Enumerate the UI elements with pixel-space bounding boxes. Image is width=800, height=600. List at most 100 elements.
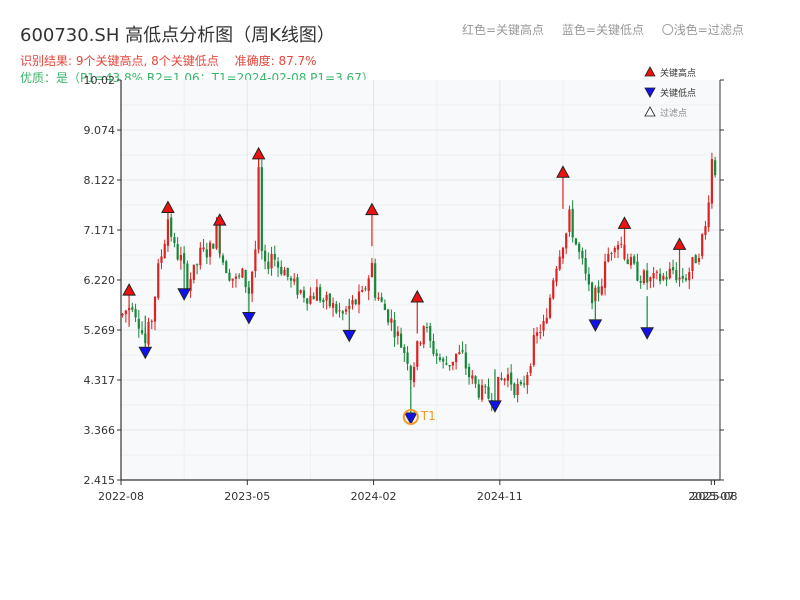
candle-body — [325, 295, 328, 301]
candle-body — [409, 365, 412, 381]
candle-body — [286, 267, 289, 277]
candle-body — [510, 372, 513, 385]
y-tick-label: 7.171 — [84, 224, 116, 237]
candle-body — [701, 234, 704, 257]
candle-body — [205, 249, 208, 258]
key-high-marker — [365, 202, 379, 216]
x-tick-label: 2025-07 — [688, 490, 734, 503]
candle-body — [458, 352, 461, 354]
x-tick-label: 2023-05 — [224, 490, 270, 503]
candle-body — [244, 269, 247, 288]
candle-body — [633, 256, 636, 264]
candle-body — [425, 326, 429, 328]
candle-body — [176, 244, 179, 260]
candle-body — [519, 382, 522, 385]
candle-body — [212, 243, 215, 249]
candle-body — [422, 326, 425, 345]
key-high-marker — [122, 283, 136, 296]
x-tick-label: 2025-08 — [692, 490, 738, 503]
key-low-marker — [640, 327, 654, 340]
candle-body — [574, 238, 578, 245]
legend-marker — [644, 87, 656, 98]
candle-body — [195, 264, 199, 266]
key-high-marker — [251, 146, 266, 160]
candle-body — [147, 321, 150, 345]
candle-body — [131, 307, 134, 310]
legend-label: 过滤点 — [660, 107, 687, 119]
y-tick-label: 5.269 — [84, 324, 116, 337]
candle-body — [620, 243, 623, 245]
candle-body — [208, 242, 212, 257]
candle-body — [299, 290, 302, 294]
candle-body — [662, 275, 665, 280]
candle-body — [215, 224, 218, 249]
axes: 2.415 3.366 4.317 5.269 6.220 7.171 8.122 9.074… — [84, 74, 738, 503]
legend-label: 关键低点 — [660, 87, 696, 99]
candle-body — [221, 255, 225, 263]
candle-body — [228, 272, 231, 281]
candle-body — [548, 297, 552, 318]
candle-body — [280, 266, 283, 275]
candle-body — [153, 296, 157, 322]
candle-body — [163, 243, 166, 258]
candle-body — [322, 299, 325, 303]
candle-body — [467, 366, 471, 378]
candle-body — [364, 288, 367, 290]
candle-body — [597, 286, 600, 293]
candles — [121, 152, 717, 412]
key-high-marker — [672, 237, 687, 250]
candle-body — [263, 250, 267, 262]
candle-body — [526, 374, 529, 386]
markers: T1 — [122, 146, 687, 425]
candle-body — [192, 264, 195, 280]
key-high-marker — [212, 213, 227, 226]
candle-body — [173, 237, 176, 244]
candle-body — [435, 353, 438, 356]
candle-body — [471, 375, 474, 379]
candle-body — [652, 272, 655, 279]
candle-body — [202, 247, 205, 250]
candle-body — [480, 385, 484, 400]
y-tick-label: 6.220 — [84, 274, 116, 287]
candle-body — [484, 386, 487, 388]
candle-body — [390, 318, 393, 323]
candle-body — [707, 202, 710, 228]
candle-body — [516, 383, 519, 396]
candle-body — [649, 277, 652, 282]
key-low-marker — [177, 288, 191, 301]
candle-body — [160, 256, 163, 263]
candle-body — [137, 318, 140, 329]
candle-body — [578, 243, 581, 252]
candle-body — [199, 247, 202, 266]
candle-body — [238, 275, 241, 277]
candle-body — [675, 270, 678, 281]
candle-body — [503, 378, 506, 381]
candle-body — [276, 261, 280, 268]
candle-body — [357, 291, 361, 305]
y-tick-label: 2.415 — [84, 474, 116, 487]
candle-body — [341, 311, 344, 314]
candle-body — [506, 374, 510, 381]
candle-body — [535, 332, 539, 336]
result-peaks-text: 识别结果: 9个关键高点, 8个关键低点 — [20, 54, 219, 68]
candle-body — [124, 310, 127, 315]
candle-body — [581, 250, 584, 259]
candle-body — [568, 209, 571, 232]
t1-label: T1 — [420, 409, 436, 423]
candle-body — [464, 352, 467, 369]
candle-body — [474, 376, 477, 384]
candle-body — [613, 247, 616, 253]
candle-body — [455, 353, 458, 363]
y-tick-label: 8.122 — [84, 174, 116, 187]
candle-body — [374, 263, 377, 298]
candle-body — [150, 320, 153, 322]
candle-body — [591, 282, 594, 304]
candle-body — [312, 296, 315, 300]
candle-body — [694, 255, 697, 264]
candle-body — [170, 217, 173, 237]
candle-body — [603, 261, 607, 288]
y-tick-label: 3.366 — [84, 424, 116, 437]
candle-body — [380, 297, 383, 302]
candle-body — [399, 333, 403, 348]
